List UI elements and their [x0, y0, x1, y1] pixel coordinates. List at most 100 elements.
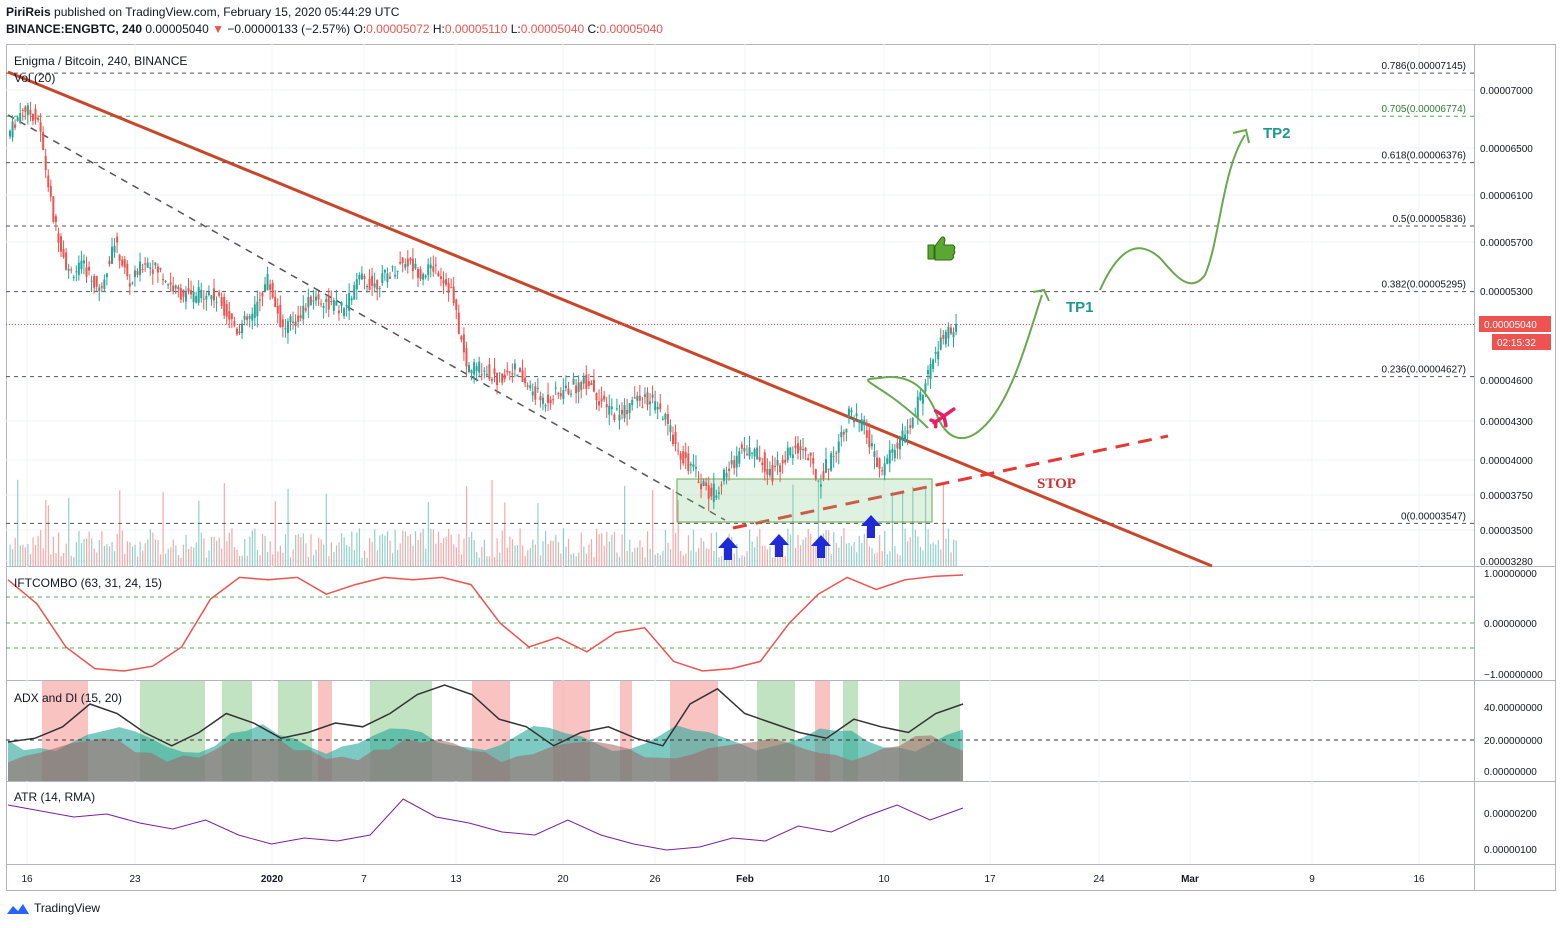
volume-bar	[83, 538, 85, 566]
candle-body	[855, 413, 858, 417]
candle-body	[595, 393, 598, 401]
volume-bar	[909, 537, 911, 566]
candle-body	[14, 124, 17, 128]
thumbs-up-icon	[927, 236, 956, 261]
candle-body	[159, 267, 162, 270]
candle-body	[837, 441, 840, 453]
candle-body	[496, 373, 499, 386]
volume-bar	[690, 550, 692, 566]
volume-bar	[743, 556, 746, 566]
volume-bar	[430, 528, 432, 566]
candle-body	[190, 290, 193, 295]
candle-body	[898, 438, 901, 450]
symbol-label: BINANCE:ENGBTC, 240	[6, 22, 143, 36]
price-tick-label: 0.00003750	[1480, 491, 1533, 502]
volume-bar	[868, 546, 871, 566]
volume-bar	[527, 550, 529, 566]
volume-bar	[771, 557, 774, 566]
candle-body	[582, 377, 585, 384]
volume-bar	[389, 540, 391, 566]
volume-bar	[481, 546, 483, 566]
volume-bar	[552, 540, 554, 566]
volume-bar	[195, 542, 197, 566]
candle-body	[44, 155, 47, 171]
volume-bar	[131, 546, 134, 566]
volume-bar	[889, 551, 891, 566]
price-axis[interactable]: 0.00007000 0.00006500 0.00006100 0.00005700…	[1480, 86, 1543, 856]
candle-body	[52, 196, 55, 222]
open-value: 0.00005072	[366, 22, 430, 36]
candle-body	[401, 257, 404, 263]
candle-body	[868, 430, 871, 448]
candle-body	[631, 399, 634, 406]
candle-body	[177, 286, 180, 290]
candle-body	[944, 331, 947, 345]
volume-bar	[200, 532, 202, 566]
volume-bar	[593, 557, 595, 566]
candle-body	[608, 405, 611, 415]
candle-body	[501, 373, 504, 383]
candle-body	[98, 287, 101, 291]
volume-bar	[494, 557, 496, 566]
candle-body	[656, 406, 659, 410]
volume-bar	[149, 529, 151, 566]
candle-body	[654, 401, 657, 411]
candle-body	[789, 447, 792, 456]
candle-body	[455, 299, 458, 310]
candle-body	[340, 302, 343, 306]
candle-body	[524, 377, 527, 384]
volume-bar	[759, 529, 761, 566]
candle-body	[322, 305, 325, 308]
volume-bar	[346, 545, 348, 566]
volume-bar	[315, 549, 317, 566]
candle-body	[710, 487, 713, 497]
candle-body	[585, 374, 588, 389]
volume-bar	[356, 532, 358, 566]
candle-body	[934, 352, 937, 354]
time-tick-label: 7	[361, 874, 367, 885]
volume-bar	[460, 554, 463, 566]
candle-body	[842, 432, 845, 435]
main-pane-title: Enigma / Bitcoin, 240, BINANCE	[14, 54, 187, 68]
time-axis[interactable]: 16 23 2020 7 13 20 26 Feb 10 17 24 Mar 9 16	[21, 874, 1425, 885]
up-arrow-icon	[718, 537, 738, 560]
volume-bar	[800, 545, 802, 566]
volume-bar	[562, 528, 565, 566]
candle-body	[100, 286, 103, 288]
candle-body	[781, 459, 784, 464]
volume-bar	[80, 543, 83, 566]
candle-body	[271, 283, 274, 298]
volume-bar	[366, 557, 368, 566]
volume-bar	[414, 531, 417, 566]
candle-body	[16, 117, 19, 122]
volume-bar	[567, 538, 570, 566]
candle-body	[42, 131, 45, 150]
volume-bar	[427, 501, 429, 566]
candle-body	[756, 447, 759, 460]
volume-bar	[830, 554, 832, 566]
volume-bar	[320, 539, 322, 566]
candle-body	[687, 453, 690, 472]
candle-body	[144, 263, 147, 265]
volume-bar	[371, 541, 373, 566]
time-tick-label: 23	[129, 874, 141, 885]
volume-bar	[815, 544, 817, 566]
volume-bar	[899, 555, 901, 566]
candle-body	[141, 269, 144, 271]
candle-body	[807, 458, 810, 461]
volume-bar	[106, 544, 108, 566]
candle-body	[279, 304, 282, 327]
candle-body	[909, 425, 912, 428]
chart-border	[6, 44, 1556, 891]
volume-bar	[124, 554, 126, 566]
volume-bar	[363, 550, 366, 566]
volume-bar	[810, 533, 812, 566]
candle-body	[169, 282, 172, 285]
volume-bar	[392, 553, 394, 566]
candle-body	[705, 482, 708, 486]
candle-body	[391, 266, 394, 268]
candle-body	[424, 275, 427, 278]
fib-level-label: 0(0.00003547)	[1401, 511, 1466, 522]
volume-bar	[685, 553, 687, 566]
